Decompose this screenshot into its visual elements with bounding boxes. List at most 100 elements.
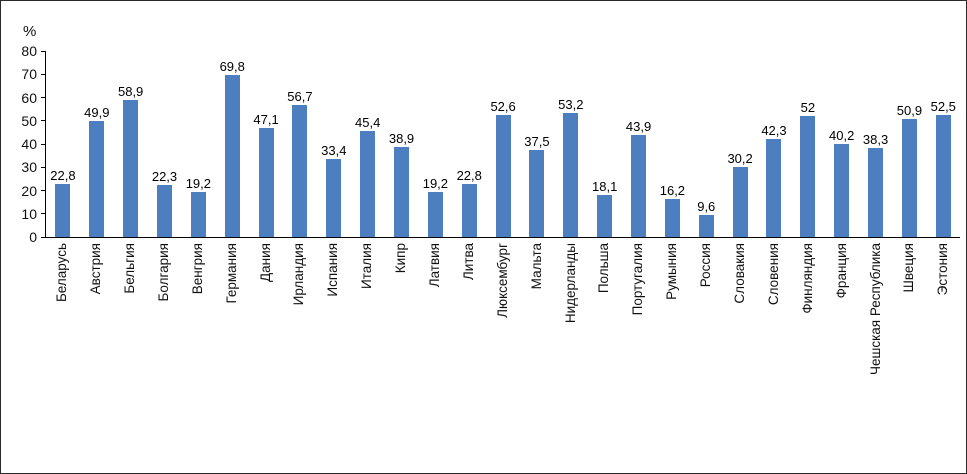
bar-group: 19,2 [418,51,452,237]
bar-group: 22,8 [452,51,486,237]
bar [326,159,342,237]
x-axis-label: Болгария [155,243,171,302]
bar-value-label: 47,1 [253,111,279,127]
bar-group: 50,9 [892,51,926,237]
bar-group: 38,3 [859,51,893,237]
y-tick-label: 0 [29,229,45,245]
y-axis-unit-label: % [23,23,37,40]
x-axis-label: Кипр [393,243,409,274]
bar [157,185,172,237]
bar [529,149,545,237]
bar-group: 22,3 [148,51,182,237]
bar-value-label: 56,7 [287,89,313,105]
x-label-slot: Португалия [621,243,655,448]
bar-value-label: 18,1 [592,178,618,194]
bar-group: 45,4 [351,51,385,237]
x-axis-label: Португалия [630,243,646,316]
bar-value-label: 49,9 [84,104,110,120]
bar-group: 18,1 [588,51,622,237]
x-label-slot: Россия [689,243,723,448]
bar-group: 53,2 [554,51,588,237]
bar-value-label: 52 [800,100,816,116]
y-tick-label: 20 [21,183,45,199]
bar-group: 43,9 [622,51,656,237]
y-tick-text: 40 [21,136,37,152]
x-label-slot: Литва [452,243,486,448]
bar-group: 58,9 [114,51,148,237]
bar [664,199,680,237]
bar [935,114,951,237]
x-label-slot: Беларусь [45,243,79,448]
bar-value-label: 52,5 [930,98,956,114]
y-tick-text: 60 [21,89,37,106]
x-label-slot: Словакия [723,243,757,448]
x-label-slot: Ирландия [282,243,316,448]
x-axis-label: Ирландия [291,243,307,306]
y-tick-text: 80 [21,43,37,59]
bar [461,184,477,237]
y-tick-label: 60 [21,90,45,106]
chart-body: 0 10 20 30 40 50 60 70 80 22,8 49,9 58,9 22,3 19,2 69… [1,43,966,448]
x-axis-label: Румыния [664,243,680,300]
bar-value-label: 37,5 [524,133,550,149]
x-axis-label: Бельгия [121,243,137,294]
bar-value-label: 38,9 [388,130,415,146]
y-tick-text: 50 [21,112,37,129]
bar [834,143,850,237]
bar [868,147,884,237]
bar-value-label: 30,2 [727,150,753,166]
x-label-slot: Румыния [655,243,689,448]
x-axis-label: Италия [359,243,375,289]
y-tick-mark [41,166,45,168]
y-tick-mark [41,236,45,238]
y-tick-label: 40 [21,136,45,152]
bar [427,192,443,237]
x-label-slot: Франция [824,243,858,448]
y-tick-mark [41,213,45,215]
bar-value-label: 42,3 [761,122,787,138]
y-tick-label: 80 [21,43,45,59]
bar [190,192,206,237]
bar-value-label: 52,6 [490,98,516,114]
x-axis-label: Словакия [732,243,747,304]
plot-wrap: 22,8 49,9 58,9 22,3 19,2 69,8 47,1 56,7 33,4 45,4… [45,51,960,448]
bar-group: 49,9 [80,51,114,237]
x-label-slot: Люксембург [486,243,520,448]
y-axis: 0 10 20 30 40 50 60 70 80 [1,43,45,245]
y-tick-label: 70 [21,66,45,82]
bar-group: 42,3 [757,51,791,237]
x-axis-label: Швеция [901,243,917,293]
x-axis-label: Финляндия [799,243,815,314]
bar-value-label: 58,9 [117,84,144,100]
y-tick-label: 10 [21,206,45,222]
x-label-slot: Чешская Республика [858,243,892,448]
bar [901,118,917,237]
bar-group: 56,7 [283,51,317,237]
x-axis-label: Россия [698,243,714,288]
y-tick-mark [41,97,45,98]
bar-value-label: 43,9 [625,118,652,134]
bar-group: 16,2 [655,51,689,237]
x-label-slot: Германия [214,243,248,448]
x-label-slot: Финляндия [791,243,825,448]
bar [394,146,410,237]
bar-group: 38,9 [385,51,419,237]
bar-value-label: 22,3 [151,169,178,185]
y-tick-label: 50 [21,113,45,129]
bar-value-label: 38,3 [862,131,889,147]
x-label-slot: Венгрия [181,243,215,448]
bar [123,100,139,237]
bar [631,134,647,237]
bar-group: 40,2 [825,51,859,237]
bar-group: 30,2 [723,51,757,237]
x-axis-label: Австрия [88,243,104,295]
bar [360,131,376,237]
x-axis-label: Венгрия [189,243,205,295]
bar-value-label: 19,2 [422,176,449,192]
y-tick-text: 30 [21,159,37,176]
x-label-slot: Дания [248,243,282,448]
x-label-slot: Нидерланды [553,243,587,448]
x-label-slot: Испания [316,243,350,448]
bar-group: 33,4 [317,51,351,237]
